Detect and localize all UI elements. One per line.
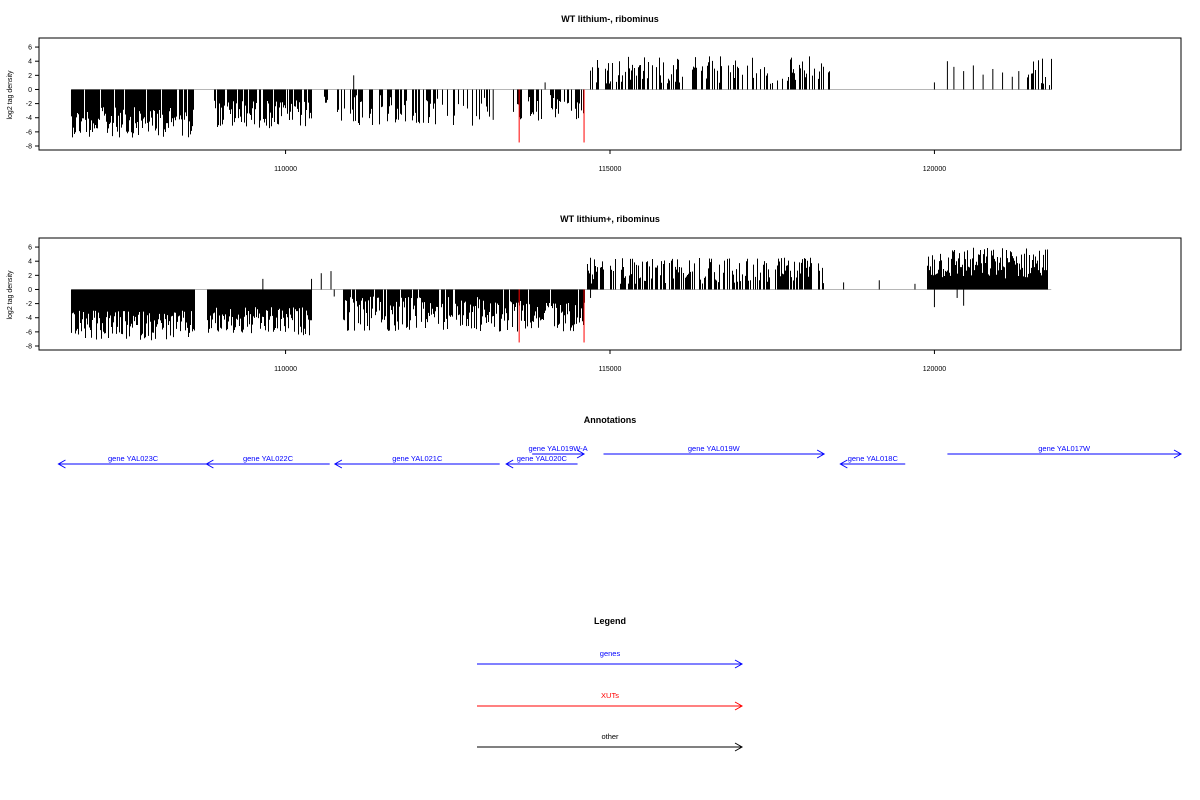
gene-arrow-head (57, 459, 66, 469)
y-tick-label: 4 (28, 59, 32, 66)
y-tick-label: -8 (26, 144, 32, 151)
legend-arrow-head (734, 742, 744, 752)
gene-label: gene YAL019W (688, 444, 741, 453)
y-tick-label: -2 (26, 101, 32, 108)
y-tick-label: 2 (28, 73, 32, 80)
plot-frame (38, 37, 1182, 151)
gene-label: gene YAL023C (108, 454, 159, 463)
gene-arrow-head (505, 459, 514, 469)
y-axis-label: log2 tag density (7, 270, 14, 320)
x-tick-label: 115000 (599, 166, 622, 173)
x-tick-label: 120000 (923, 366, 946, 373)
x-axis: 110000 115000 120000 (274, 350, 946, 373)
gene-label: gene YAL017W (1038, 444, 1091, 453)
panel-title: WT lithium+, ribominus (560, 214, 660, 224)
y-tick-label: -2 (26, 301, 32, 308)
annotations-track: Annotations gene YAL023C gene YAL022C gene… (57, 415, 1183, 469)
y-tick-label: 0 (28, 287, 32, 294)
gene-label: gene YAL018C (848, 454, 899, 463)
density-bars (71, 247, 1052, 343)
annotations-title: Annotations (584, 415, 637, 425)
gene-label: gene YAL020C (517, 454, 568, 463)
y-axis: -8 -6 -4 -2 0 2 4 6 (26, 245, 39, 351)
y-tick-label: 0 (28, 87, 32, 94)
y-axis-label: log2 tag density (7, 70, 14, 120)
gene-arrow-head (333, 459, 343, 469)
legend-items: genes XUTs other (477, 649, 744, 752)
x-tick-label: 115000 (599, 366, 622, 373)
y-tick-label: 6 (28, 245, 32, 252)
panel-title: WT lithium-, ribominus (561, 14, 659, 24)
y-tick-label: 2 (28, 273, 32, 280)
legend-label: XUTs (601, 691, 619, 700)
y-tick-label: 6 (28, 45, 32, 52)
gene-label: gene YAL022C (243, 454, 294, 463)
track-panel-lithium-plus: WT lithium+, ribominus log2 tag density … (7, 214, 1182, 373)
y-tick-label: -4 (26, 115, 32, 122)
x-axis: 110000 115000 120000 (274, 150, 946, 173)
x-tick-label: 120000 (923, 166, 946, 173)
y-tick-label: -4 (26, 315, 32, 322)
legend-title: Legend (594, 616, 626, 626)
gene-arrow-head (1173, 449, 1183, 459)
density-bars (71, 56, 1052, 143)
gene-label: gene YAL021C (392, 454, 443, 463)
legend: Legend genes XUTs other (477, 616, 744, 752)
legend-arrow-head (734, 659, 744, 669)
track-panel-lithium-minus: WT lithium-, ribominus log2 tag density … (7, 14, 1182, 173)
gene-label: gene YAL019W-A (528, 444, 587, 453)
y-tick-label: 4 (28, 259, 32, 266)
x-tick-label: 110000 (274, 366, 297, 373)
gene-arrow-head (205, 459, 214, 469)
x-tick-label: 110000 (274, 166, 297, 173)
legend-arrow-head (734, 701, 744, 711)
y-tick-label: -6 (26, 129, 32, 136)
gene-arrow-head (839, 459, 848, 469)
y-tick-label: -6 (26, 329, 32, 336)
gene-arrows: gene YAL023C gene YAL022C gene YAL021C gene… (57, 444, 1183, 469)
gene-arrow-head (816, 449, 826, 459)
gene-arrow-head (576, 449, 586, 459)
legend-label: other (601, 732, 619, 741)
y-axis: -8 -6 -4 -2 0 2 4 6 (26, 45, 39, 151)
legend-label: genes (600, 649, 621, 658)
y-tick-label: -8 (26, 344, 32, 351)
